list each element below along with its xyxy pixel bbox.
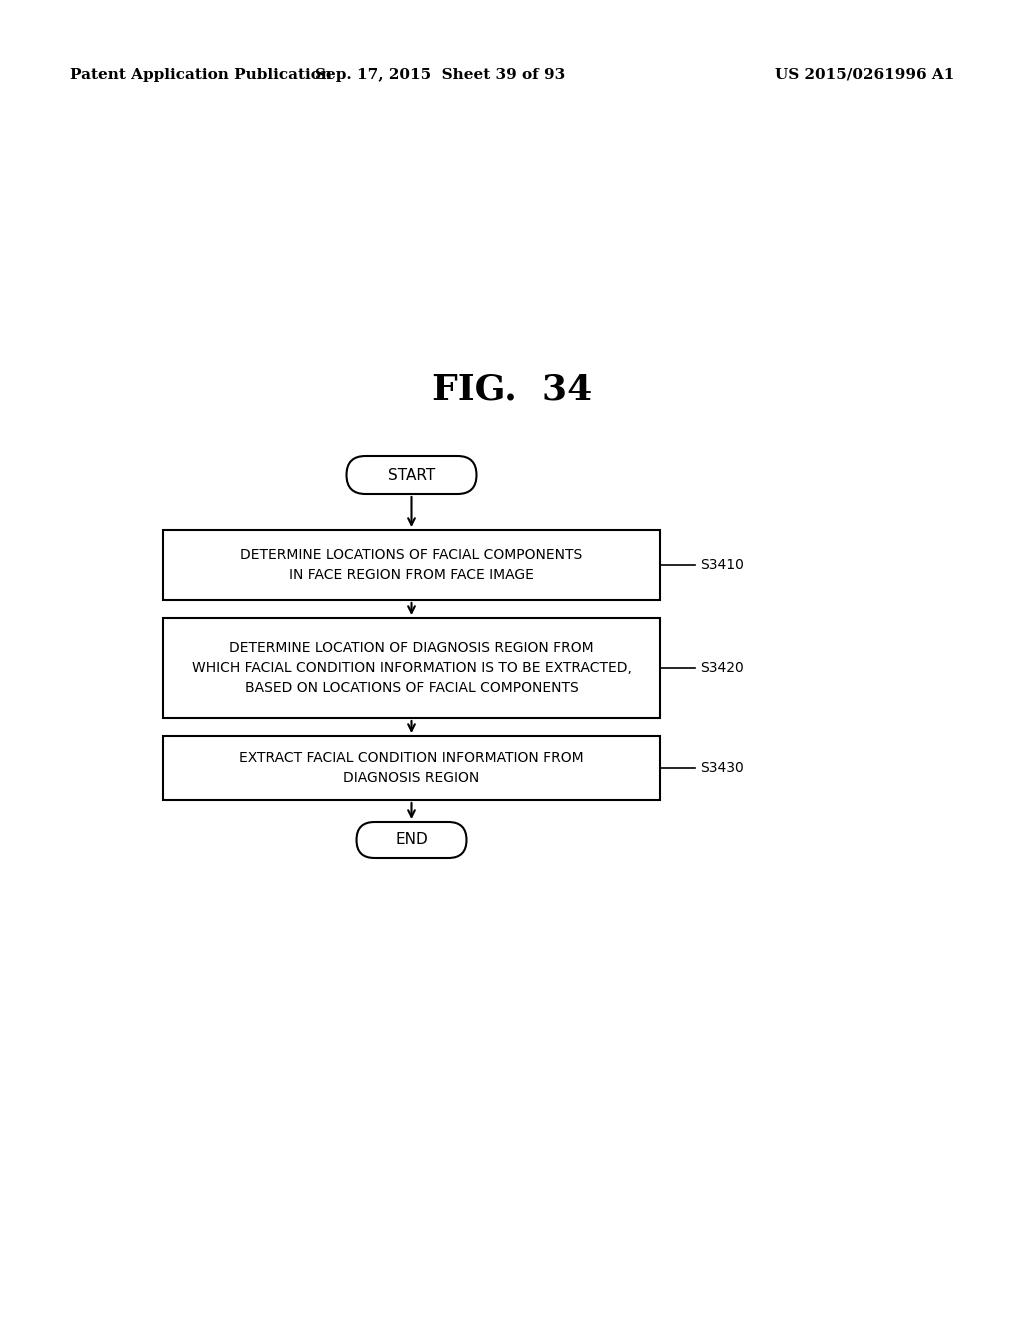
Bar	[163, 618, 660, 718]
FancyBboxPatch shape	[356, 822, 467, 858]
Text: US 2015/0261996 A1: US 2015/0261996 A1	[774, 69, 954, 82]
Text: Patent Application Publication: Patent Application Publication	[70, 69, 332, 82]
Text: S3420: S3420	[700, 661, 743, 675]
Bar	[163, 531, 660, 601]
Text: START: START	[388, 467, 435, 483]
Text: S3410: S3410	[700, 558, 743, 572]
Text: END: END	[395, 833, 428, 847]
Text: Sep. 17, 2015  Sheet 39 of 93: Sep. 17, 2015 Sheet 39 of 93	[315, 69, 565, 82]
FancyBboxPatch shape	[346, 455, 476, 494]
Text: DETERMINE LOCATIONS OF FACIAL COMPONENTS
IN FACE REGION FROM FACE IMAGE: DETERMINE LOCATIONS OF FACIAL COMPONENTS…	[241, 548, 583, 582]
Text: DETERMINE LOCATION OF DIAGNOSIS REGION FROM
WHICH FACIAL CONDITION INFORMATION I: DETERMINE LOCATION OF DIAGNOSIS REGION F…	[191, 642, 632, 694]
Bar	[163, 737, 660, 800]
Text: EXTRACT FACIAL CONDITION INFORMATION FROM
DIAGNOSIS REGION: EXTRACT FACIAL CONDITION INFORMATION FRO…	[240, 751, 584, 785]
Text: FIG.  34: FIG. 34	[432, 374, 592, 407]
Text: S3430: S3430	[700, 762, 743, 775]
